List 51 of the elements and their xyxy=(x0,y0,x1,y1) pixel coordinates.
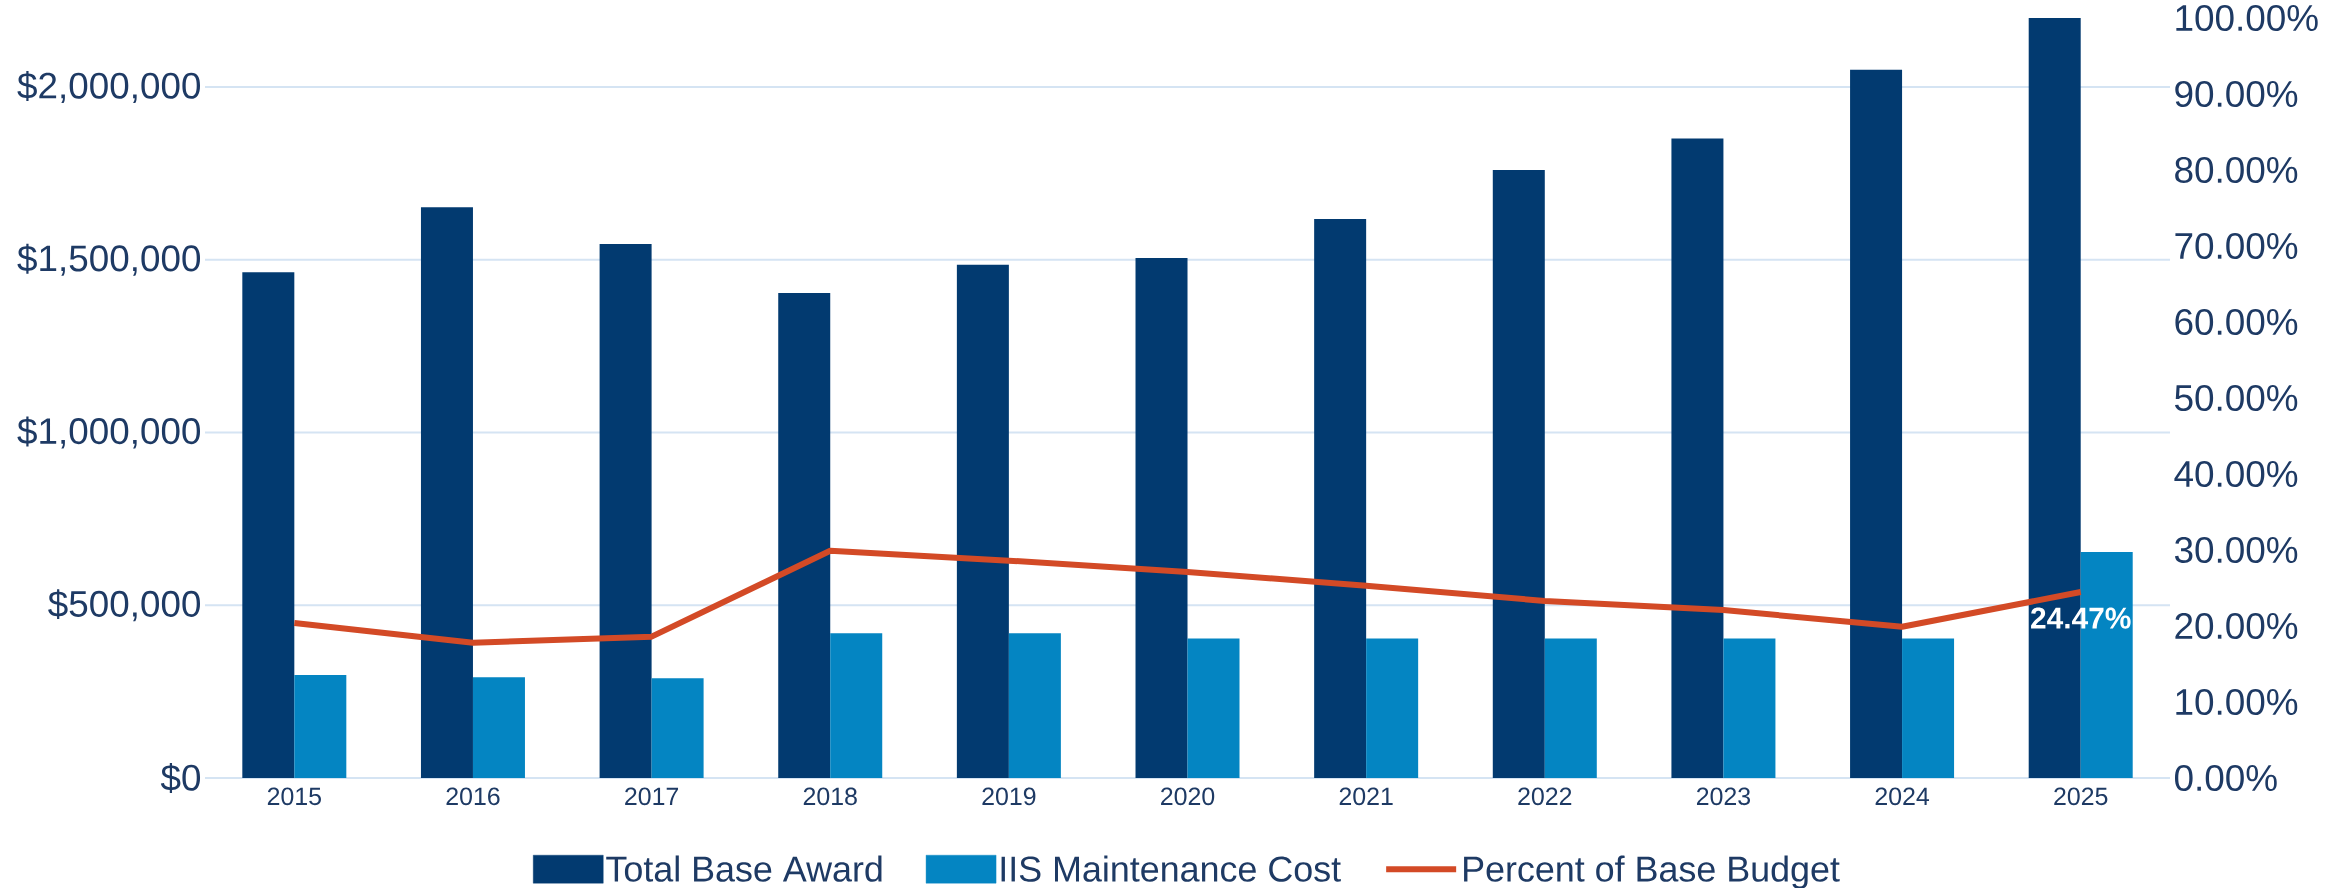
x-tick-label: 2018 xyxy=(803,787,857,806)
y-tick-label: $0 xyxy=(160,763,201,793)
x-tick-label: 2017 xyxy=(625,787,679,806)
y2-tick-label: 10.00% xyxy=(2176,688,2298,716)
bar xyxy=(651,678,704,778)
x-tick-label: 2015 xyxy=(267,787,321,806)
y2-tick-label: 100.00% xyxy=(2176,4,2318,32)
y2-tick-label: 30.00% xyxy=(2174,536,2298,564)
x-tick-label: 2025 xyxy=(2054,787,2108,806)
y2-tick-label: 90.00% xyxy=(2175,80,2298,108)
bar xyxy=(294,675,347,778)
bar xyxy=(1850,69,1903,778)
bar xyxy=(1008,633,1061,778)
bar xyxy=(599,243,652,778)
y-tick-label: $1,500,000 xyxy=(17,243,201,276)
legend-label: Percent of Base Budget xyxy=(1464,855,1840,888)
x-tick-label: 2019 xyxy=(982,787,1036,806)
bar xyxy=(1544,638,1597,778)
y2-tick-label: 0.00% xyxy=(2174,764,2277,792)
x-tick-label: 2020 xyxy=(1161,787,1215,806)
y2-tick-label: 40.00% xyxy=(2174,460,2298,488)
y2-tick-label: 20.00% xyxy=(2175,612,2298,640)
bar xyxy=(1671,138,1724,778)
bar xyxy=(1314,219,1367,778)
y2-tick-label: 70.00% xyxy=(2175,232,2298,260)
x-tick-label: 2024 xyxy=(1875,787,1930,806)
y2-tick-label: 50.00% xyxy=(2175,384,2298,412)
bar xyxy=(472,677,525,778)
x-tick-label: 2023 xyxy=(1696,787,1751,806)
bar xyxy=(1366,638,1419,778)
bar xyxy=(420,207,473,778)
legend-label: IIS Maintenance Cost xyxy=(1001,855,1341,882)
y-tick-label: $1,000,000 xyxy=(17,416,201,449)
bar xyxy=(778,292,831,778)
x-tick-label: 2021 xyxy=(1339,787,1393,806)
y2-tick-label: 80.00% xyxy=(2175,156,2298,184)
bar xyxy=(242,272,295,778)
y2-tick-label: 60.00% xyxy=(2175,308,2298,336)
bar xyxy=(830,633,883,778)
bar xyxy=(1187,638,1240,778)
legend-label: Total Base Award xyxy=(606,855,882,882)
data-label: 24.47% xyxy=(2031,607,2131,629)
bar xyxy=(1902,638,1955,778)
x-tick-label: 2022 xyxy=(1518,787,1572,806)
x-tick-label: 2016 xyxy=(446,787,500,806)
bar xyxy=(1135,258,1188,778)
bar xyxy=(956,264,1009,778)
y-tick-label: $500,000 xyxy=(48,589,201,622)
bar xyxy=(1723,638,1776,778)
bar xyxy=(1492,169,1545,778)
y-tick-label: $2,000,000 xyxy=(17,71,201,104)
